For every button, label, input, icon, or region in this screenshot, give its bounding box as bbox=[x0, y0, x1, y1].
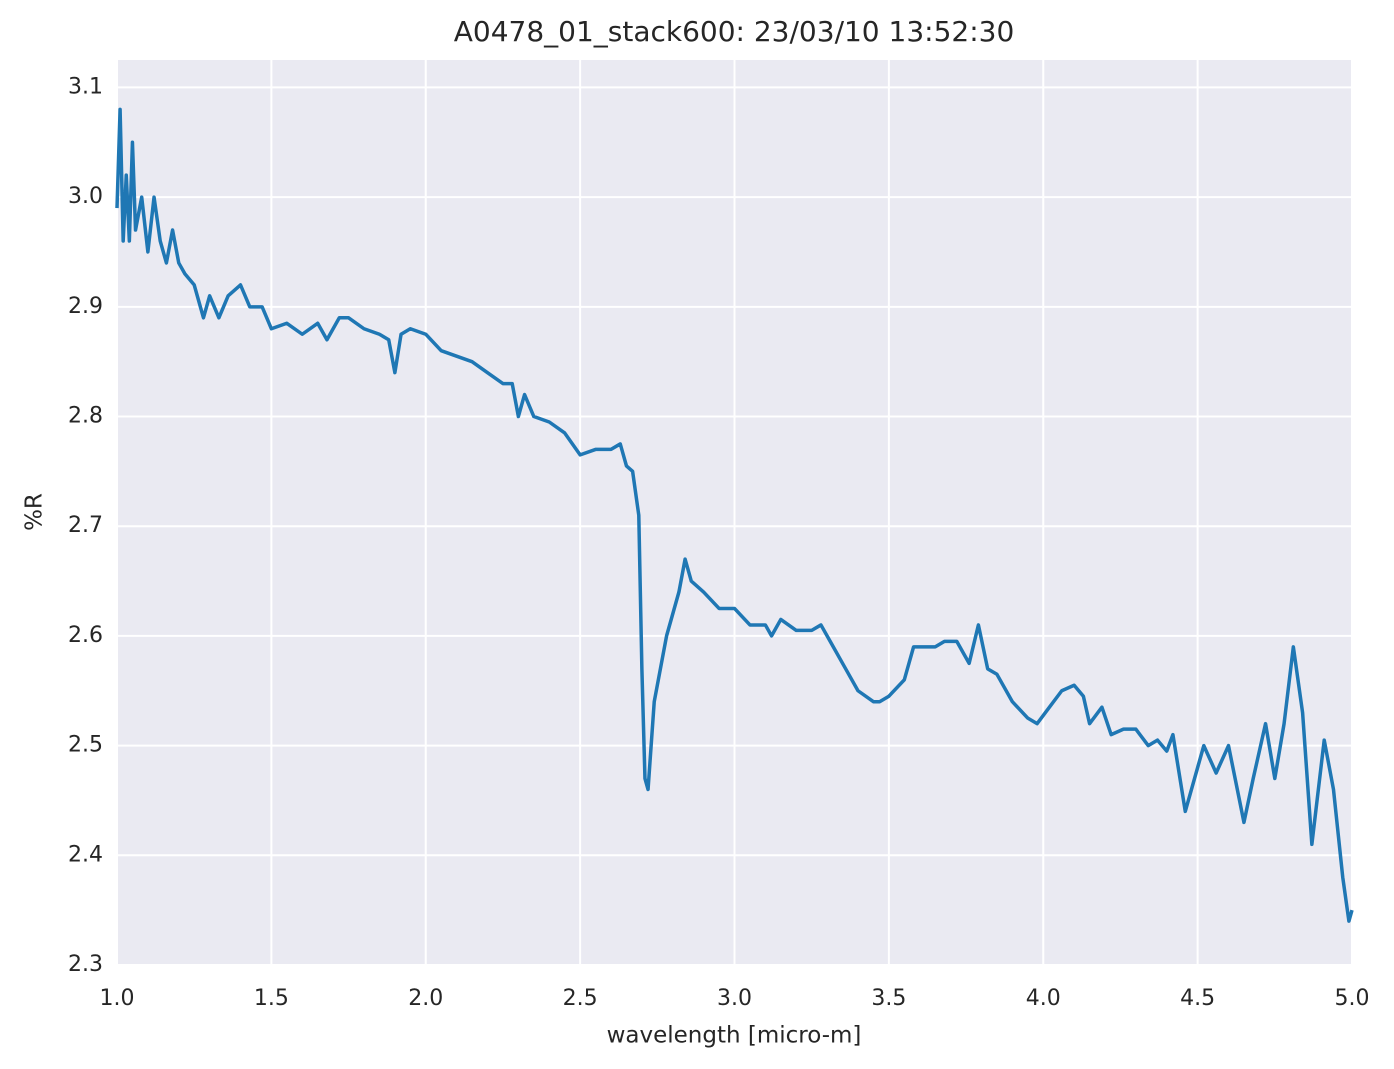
y-tick-label: 3.0 bbox=[68, 184, 103, 209]
x-tick-label: 3.0 bbox=[717, 986, 752, 1011]
x-tick-label: 1.0 bbox=[100, 986, 135, 1011]
y-tick-label: 2.4 bbox=[68, 842, 103, 867]
grid bbox=[116, 60, 1353, 966]
y-tick-label: 2.3 bbox=[68, 952, 103, 977]
x-tick-label: 3.5 bbox=[871, 986, 906, 1011]
x-tick-label: 5.0 bbox=[1335, 986, 1370, 1011]
x-tick-label: 4.0 bbox=[1026, 986, 1061, 1011]
y-tick-label: 2.6 bbox=[68, 623, 103, 648]
x-tick-label: 2.0 bbox=[408, 986, 443, 1011]
x-tick-label: 1.5 bbox=[254, 986, 289, 1011]
y-tick-label: 2.5 bbox=[68, 733, 103, 758]
y-tick-label: 3.1 bbox=[68, 74, 103, 99]
data-line bbox=[115, 107, 1354, 923]
y-tick-label: 2.8 bbox=[68, 404, 103, 429]
y-tick-label: 2.9 bbox=[68, 294, 103, 319]
y-tick-label: 2.7 bbox=[68, 513, 103, 538]
x-axis-label: wavelength [micro-m] bbox=[607, 1023, 862, 1049]
x-tick-label: 2.5 bbox=[563, 986, 598, 1011]
y-axis-label: %R bbox=[22, 493, 48, 531]
marks bbox=[115, 107, 1354, 923]
x-tick-label: 4.5 bbox=[1180, 986, 1215, 1011]
chart-title: A0478_01_stack600: 23/03/10 13:52:30 bbox=[454, 15, 1015, 48]
